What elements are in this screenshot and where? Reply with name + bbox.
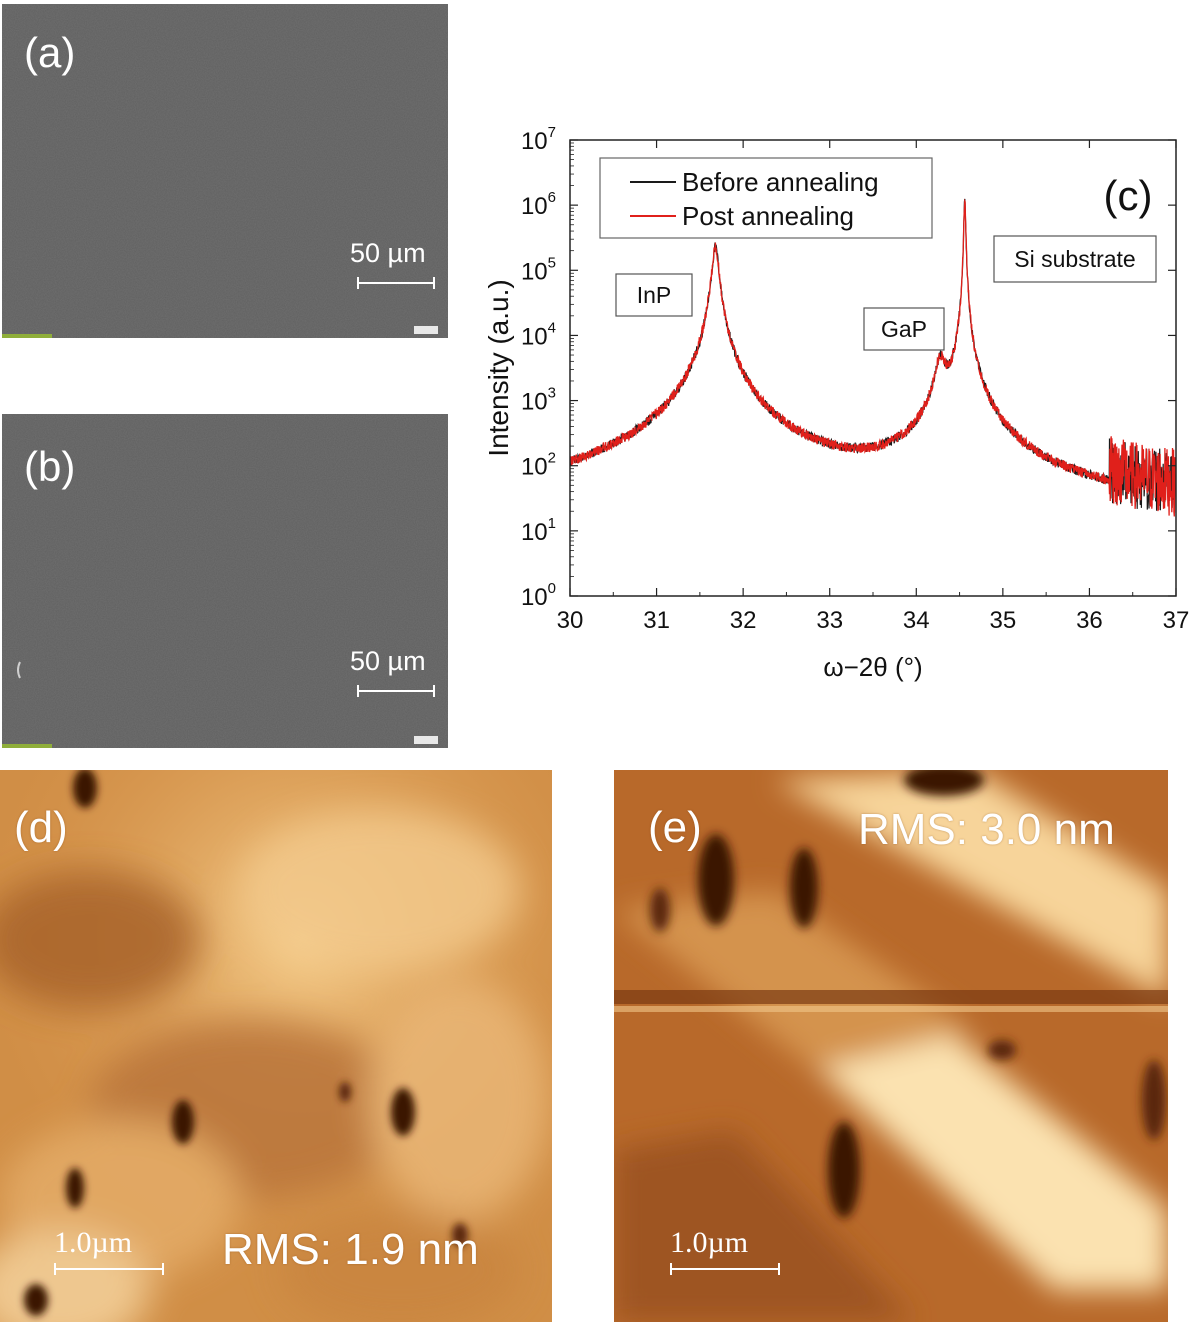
x-tick-label: 34 (903, 607, 930, 634)
panel-a-info-strip (2, 334, 52, 338)
panel-e-label: (e) (648, 803, 702, 852)
panel-a-scale-label: 50 µm (350, 238, 426, 268)
xrd-chart: 30 31 32 33 34 35 36 37 100 101 102 103 104 105 106 107… (483, 124, 1189, 682)
panel-a-corner-mark (414, 326, 438, 334)
panel-e-scale-bar (670, 1263, 780, 1275)
panel-a-label: (a) (24, 29, 76, 76)
panel-e-scale-label: 1.0µm (670, 1226, 749, 1259)
x-tick-label: 36 (1076, 607, 1103, 634)
panel-a-scale-bar (357, 277, 435, 289)
peak-label-box (863, 307, 945, 351)
panel-b-scale-bar (357, 685, 435, 697)
panel-e-rms: RMS: 3.0 nm (858, 805, 1115, 854)
x-axis-label: ω−2θ (°) (823, 652, 922, 682)
panel-b-label: (b) (24, 443, 76, 490)
x-tick-label: 30 (557, 607, 584, 634)
afm-panel-d: (d) 1.0µm RMS: 1.9 nm (0, 770, 552, 1322)
chart-plot-area: 30 31 32 33 34 35 36 37 100 101 102 103 104 105 106 107… (483, 124, 1189, 682)
y-tick-label: 106 (521, 189, 556, 220)
y-tick-label: 107 (521, 124, 556, 155)
y-tick-label: 101 (521, 515, 556, 546)
sem-panel-a: (a) 50 µm (2, 4, 448, 338)
panel-b-info-strip (2, 744, 52, 748)
panel-b-corner-mark (414, 736, 438, 744)
x-tick-label: 33 (816, 607, 843, 634)
sem-image-a (2, 4, 448, 338)
y-tick-label: 104 (521, 319, 556, 350)
y-tick-label: 102 (521, 450, 556, 481)
peak-label-box (993, 235, 1157, 283)
panel-c-label: (c) (1104, 172, 1153, 219)
panel-d-scale-bar (54, 1263, 164, 1275)
afm-image-d (0, 770, 552, 1322)
panel-d-scale-label: 1.0µm (54, 1226, 133, 1259)
afm-image-e (614, 770, 1168, 1322)
x-tick-label: 31 (643, 607, 670, 634)
legend-entry: Post annealing (682, 201, 854, 231)
panel-d-label: (d) (14, 803, 68, 852)
y-tick-label: 103 (521, 385, 556, 416)
panel-d-rms: RMS: 1.9 nm (222, 1225, 479, 1274)
x-tick-label: 37 (1163, 607, 1190, 634)
panel-b-scale-label: 50 µm (350, 646, 426, 676)
sem-panel-b: (b) 50 µm (2, 414, 448, 748)
peak-label-si-substrate: Si substrate (1014, 246, 1135, 272)
legend: Before annealing Post annealing (599, 157, 933, 239)
peak-label-box (615, 273, 693, 317)
legend-box (599, 157, 933, 239)
afm-panel-e: (e) RMS: 3.0 nm 1.0µm (614, 770, 1168, 1322)
y-tick-label: 100 (521, 580, 556, 611)
y-tick-label: 105 (521, 254, 556, 285)
sem-image-b (2, 414, 448, 748)
peak-label-inp: InP (637, 282, 672, 308)
peak-label-gap: GaP (881, 316, 927, 342)
x-tick-label: 32 (730, 607, 757, 634)
series-post-annealing-line (570, 198, 1176, 517)
y-axis-label: Intensity (a.u.) (483, 279, 514, 456)
x-tick-label: 35 (990, 607, 1017, 634)
legend-entry: Before annealing (682, 167, 879, 197)
